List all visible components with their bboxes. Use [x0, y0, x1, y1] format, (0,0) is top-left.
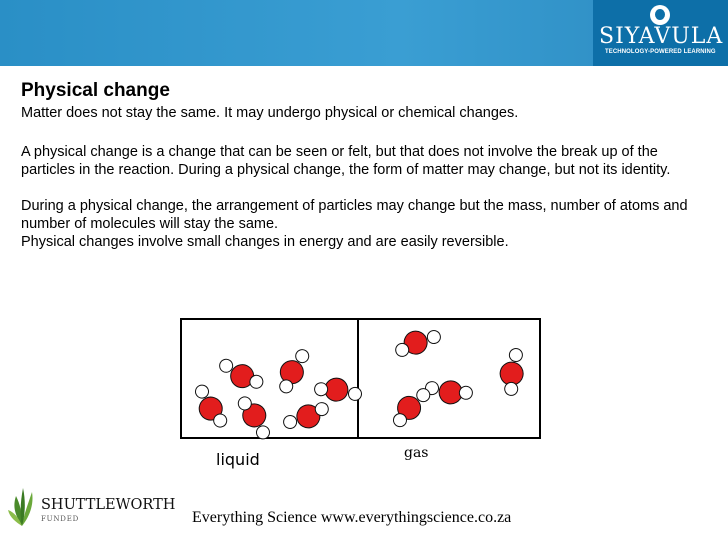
footer-text: Everything Science www.everythingscience… — [192, 509, 512, 526]
label-gas: gas — [404, 445, 429, 461]
paragraph-intro: Matter does not stay the same. It may un… — [21, 105, 519, 121]
leaf-icon — [8, 488, 33, 526]
water-molecule — [389, 385, 431, 432]
siyavula-tagline: TECHNOLOGY-POWERED LEARNING — [605, 49, 716, 55]
siyavula-logo-text: SIYAVULA — [599, 24, 724, 49]
shuttleworth-funded: FUNDED — [41, 515, 80, 523]
particle-diagram — [180, 318, 541, 439]
paragraph-arrangement: During a physical change, the arrangemen… — [21, 198, 688, 232]
siyavula-logo-icon — [650, 5, 670, 25]
diagram-divider — [357, 319, 359, 438]
label-liquid: liquid — [216, 450, 260, 469]
paragraph-definition: A physical change is a change that can b… — [21, 144, 671, 178]
shuttleworth-name: SHUTTLEWORTH — [41, 497, 176, 513]
slide-title: Physical change — [21, 80, 170, 101]
water-molecule — [218, 352, 268, 397]
paragraph-energy: Physical changes involve small changes i… — [21, 234, 509, 250]
